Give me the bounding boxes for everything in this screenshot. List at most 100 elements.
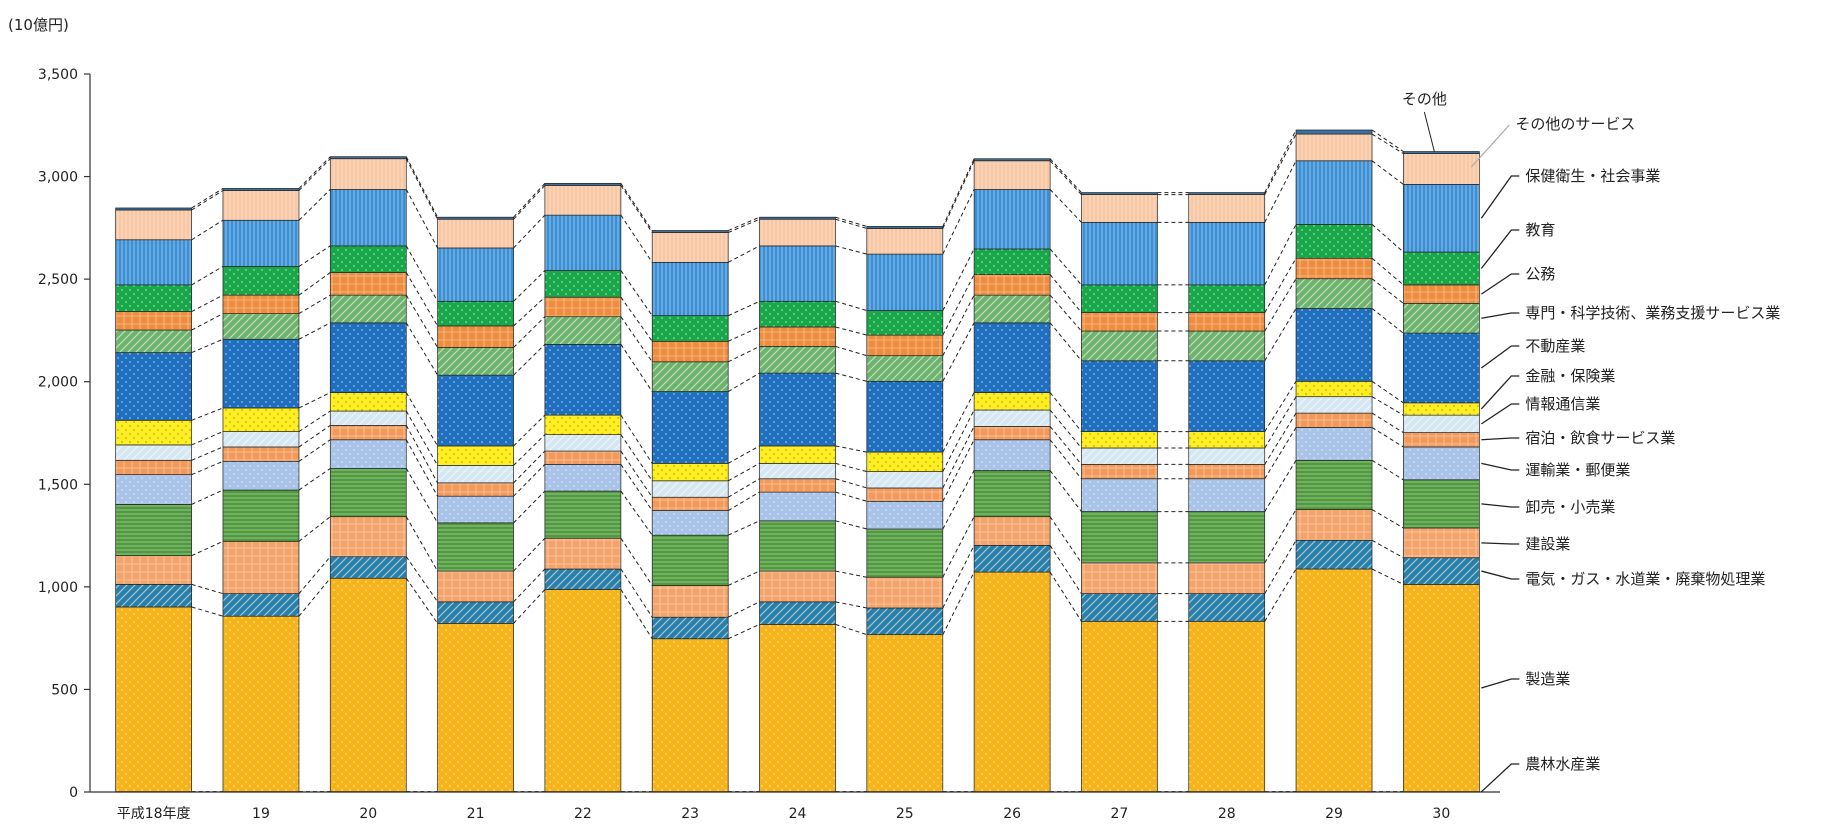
bar-segment (438, 523, 514, 571)
y-tick-label: 0 (69, 785, 78, 801)
x-tick-label: 27 (1111, 806, 1129, 822)
bar-segment (223, 490, 299, 541)
bar-stack (545, 183, 621, 792)
bar-segment (1403, 303, 1479, 333)
bar-segment (974, 471, 1050, 517)
bar-segment (116, 460, 192, 474)
bar-segment (545, 491, 621, 538)
bar-segment (223, 461, 299, 490)
bar-segment (1296, 540, 1372, 569)
bar-segment (760, 217, 836, 219)
connector-line (836, 217, 867, 226)
connector-line (1372, 279, 1403, 304)
connector-line (836, 373, 867, 381)
bar-segment (116, 210, 192, 240)
bar-segment (223, 541, 299, 593)
bar-segment (1189, 432, 1265, 448)
connector-line (192, 607, 223, 616)
connector-line (514, 317, 545, 348)
connector-line (514, 415, 545, 446)
bar-segment (1189, 448, 1265, 464)
connector-line (299, 393, 330, 408)
bar-segment (867, 335, 943, 356)
connector-line (728, 373, 759, 391)
bar-segment (974, 545, 1050, 572)
bar-segment (652, 511, 728, 536)
bar-segment (760, 463, 836, 478)
connector-line (943, 323, 974, 381)
connector-line (1265, 381, 1296, 431)
connector-line (728, 602, 759, 617)
bar-segment (1081, 195, 1157, 223)
bar-segment (974, 189, 1050, 248)
bar-segment (1189, 222, 1265, 285)
connector-line (621, 317, 652, 362)
x-tick-label: 20 (359, 806, 377, 822)
bar-segment (1296, 130, 1372, 134)
connector-line (299, 295, 330, 313)
connector-line (514, 569, 545, 602)
bar-segment (545, 344, 621, 415)
connector-line (1265, 397, 1296, 448)
bar-segment (1296, 413, 1372, 427)
connector-line (836, 346, 867, 355)
connector-line (514, 464, 545, 496)
legend-leader-line (1481, 404, 1519, 424)
bar-segment (1081, 594, 1157, 622)
bar-segment (330, 440, 406, 469)
legend-label: 運輸業・郵便業 (1525, 461, 1630, 479)
bar-segment (545, 435, 621, 451)
x-tick-label: 26 (1003, 806, 1021, 822)
y-tick-label: 1,500 (38, 477, 78, 493)
bar-segment (1403, 184, 1479, 252)
legend-label: 建設業 (1525, 535, 1570, 553)
connector-line (406, 273, 437, 326)
connector-line (1372, 381, 1403, 403)
bar-segment (1081, 313, 1157, 331)
bar-segment (438, 483, 514, 496)
bar-segment (223, 339, 299, 408)
bar-segment (1081, 331, 1157, 361)
bar-segment (867, 356, 943, 382)
bar-stack (760, 217, 836, 792)
x-tick-label: 24 (789, 806, 807, 822)
connector-line (728, 219, 759, 232)
bar-segment (330, 157, 406, 159)
bar-segment (652, 231, 728, 233)
bar-segment (438, 375, 514, 446)
connector-line (1050, 545, 1081, 593)
bar-segment (330, 159, 406, 190)
bar-segment (545, 590, 621, 792)
bar-segment (1189, 313, 1265, 331)
bar-segment (1189, 361, 1265, 432)
connector-line (1372, 134, 1403, 153)
connector-line (514, 344, 545, 375)
connector-line (943, 410, 974, 472)
connector-line (406, 159, 437, 220)
bar-segment (116, 285, 192, 312)
bar-segment (867, 472, 943, 488)
bar-segment (867, 228, 943, 254)
legend-leader-line (1481, 571, 1519, 579)
connector-line (299, 189, 330, 220)
bar-segment (438, 248, 514, 301)
connector-line (943, 572, 974, 635)
bar-segment (545, 464, 621, 491)
bar-segment (974, 410, 1050, 426)
connector-line (1265, 569, 1296, 621)
bar-segment (1081, 621, 1157, 791)
bar-segment (1403, 558, 1479, 585)
connector-line (728, 327, 759, 341)
connector-line (943, 545, 974, 608)
bar-segment (116, 584, 192, 607)
bar-segment (116, 504, 192, 555)
bar-segment (223, 220, 299, 266)
bar-segment (652, 463, 728, 480)
legend-label: 情報通信業 (1525, 395, 1600, 413)
bar-segment (330, 425, 406, 439)
bar-segment (545, 183, 621, 185)
bar-segment (223, 616, 299, 791)
legend-leader-line (1481, 346, 1519, 368)
connector-line (192, 266, 223, 284)
